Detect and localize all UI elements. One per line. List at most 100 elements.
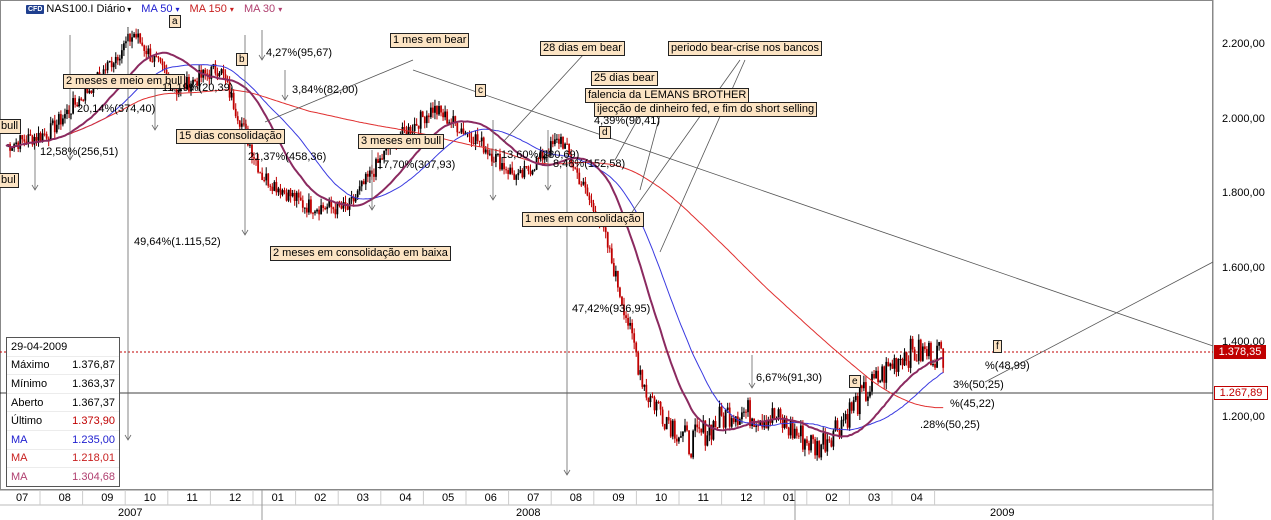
candle-body: [629, 322, 632, 326]
candle-body: [919, 339, 922, 361]
candle-body: [645, 384, 648, 398]
annotation-crise[interactable]: periodo bear-crise nos bancos: [668, 41, 822, 56]
annotation-bull-left-2[interactable]: bul: [0, 173, 19, 188]
annotation-bull-left[interactable]: bull: [0, 119, 22, 134]
candle-body: [401, 127, 404, 138]
annotation-bull-3m[interactable]: 3 meses em bull: [358, 134, 445, 149]
candle-body: [23, 139, 26, 142]
candle-body: [57, 114, 60, 125]
candle-body: [444, 111, 447, 118]
candle-body: [265, 173, 268, 181]
candle-body: [90, 90, 93, 93]
candle-body: [108, 61, 111, 63]
candle-body: [690, 454, 692, 458]
candle-body: [521, 169, 524, 178]
candle-body: [763, 421, 766, 428]
candle-body: [586, 187, 589, 196]
symbol-selector[interactable]: CFD NAS100.I Diário ▾: [26, 3, 131, 15]
x-tick-label: 12: [740, 492, 753, 504]
wave-label-a[interactable]: a: [169, 15, 181, 28]
chevron-down-icon[interactable]: ▾: [278, 5, 283, 14]
candle-body: [747, 400, 749, 413]
ma30-legend[interactable]: MA 30 ▾: [244, 3, 282, 15]
annotation-bear-25[interactable]: 25 dias bear: [591, 71, 658, 86]
candle-body: [850, 402, 853, 411]
candle-body: [308, 199, 310, 213]
candle-body: [116, 57, 119, 61]
candle-body: [70, 113, 72, 115]
chevron-down-icon[interactable]: ▾: [229, 5, 234, 14]
candle-body: [641, 370, 644, 387]
candle-body: [186, 76, 188, 90]
candle-body: [708, 424, 711, 436]
annotation-bear-1m[interactable]: 1 mes em bear: [390, 33, 470, 48]
candle-body: [62, 118, 64, 125]
candle-body: [905, 352, 908, 361]
chevron-down-icon[interactable]: ▾: [175, 5, 180, 14]
candle-body: [206, 73, 209, 75]
candle-body: [460, 128, 463, 133]
axis-ticks: [39, 490, 936, 520]
pct-label: 12,58%(256,51): [40, 146, 119, 158]
candle-body: [224, 74, 227, 81]
wave-label-b[interactable]: b: [236, 53, 248, 66]
annotation-cons-1m[interactable]: 1 mes em consolidação: [522, 212, 644, 227]
chart-header: CFD NAS100.I Diário ▾ MA 50 ▾ MA 150 ▾ M…: [26, 2, 282, 16]
wave-label-c[interactable]: c: [475, 84, 486, 97]
candle-body: [454, 116, 457, 123]
candle-body: [425, 115, 428, 124]
candle-body: [881, 366, 884, 381]
annotation-fed[interactable]: ijecção de dinheiro fed, e fim do short …: [594, 102, 818, 117]
candle-body: [551, 141, 554, 145]
candle-body: [759, 420, 762, 426]
candle-body: [287, 189, 290, 201]
ma50-legend[interactable]: MA 50 ▾: [141, 3, 179, 15]
annotation-bear-28[interactable]: 28 dias em bear: [540, 41, 625, 56]
annotation-lemans[interactable]: falencia da LEMANS BROTHER: [585, 88, 750, 103]
pct-label: .28%(50,25): [920, 419, 980, 431]
candle-body: [216, 73, 219, 77]
wave-label-f[interactable]: f: [993, 340, 1002, 353]
pct-label: %(48,99): [985, 360, 1030, 372]
candle-body: [74, 98, 77, 105]
candle-body: [686, 425, 688, 431]
ohlc-date-row: 29-04-2009: [7, 338, 119, 356]
candle-body: [336, 201, 339, 215]
ma150-legend[interactable]: MA 150 ▾: [190, 3, 234, 15]
candle-body: [860, 385, 863, 389]
candle-body: [525, 166, 528, 168]
candle-body: [507, 170, 510, 174]
x-tick-label: 11: [697, 492, 710, 504]
candle-body: [647, 397, 650, 403]
candle-body: [356, 190, 359, 198]
candle-body: [688, 430, 690, 455]
candle-body: [45, 134, 48, 139]
candle-body: [21, 135, 24, 140]
candle-body: [549, 141, 552, 156]
ohlc-info-panel: 29-04-2009 Máximo 1.376,87 Mínimo 1.363,…: [6, 337, 120, 487]
candle-body: [891, 363, 894, 369]
wave-label-d[interactable]: d: [599, 126, 611, 139]
ma50-label: MA 50: [141, 3, 173, 15]
candle-body: [637, 352, 640, 375]
candle-body: [836, 420, 839, 431]
candle-body: [940, 342, 943, 349]
candle-body: [625, 315, 627, 318]
annotation-cons-15[interactable]: 15 dias consolidação: [176, 129, 285, 144]
x-tick-label: 01: [271, 492, 284, 504]
annotation-cons-baixa[interactable]: 2 meses em consolidação em baixa: [270, 246, 451, 261]
candle-body: [722, 415, 725, 428]
wave-label-e[interactable]: e: [849, 375, 861, 388]
candle-body: [885, 361, 888, 383]
candle-body: [923, 346, 926, 350]
candle-body: [560, 136, 562, 144]
x-tick-label: 06: [484, 492, 497, 504]
annotation-bull-2m[interactable]: 2 meses e meio em bull: [63, 74, 186, 89]
ohlc-row: MA 1.304,68: [7, 467, 119, 486]
candle-body: [141, 42, 144, 46]
candle-body: [427, 115, 430, 118]
candle-body: [423, 117, 426, 124]
chevron-down-icon[interactable]: ▾: [127, 4, 132, 14]
